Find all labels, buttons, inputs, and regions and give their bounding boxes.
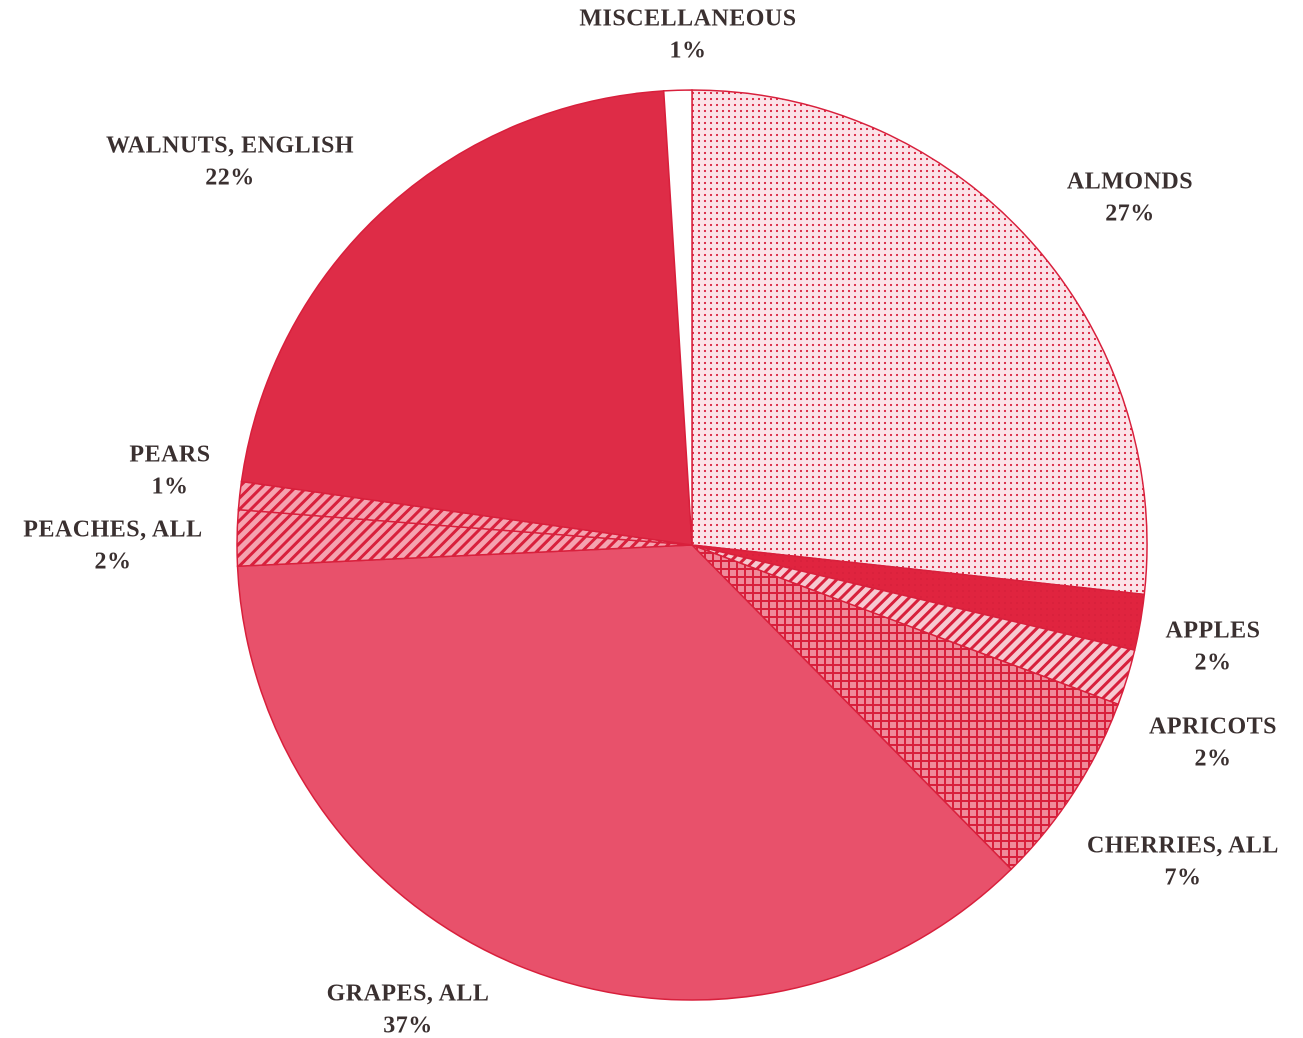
pie-slice-pattern	[237, 509, 692, 567]
slice-label: PEACHES, ALL	[23, 517, 202, 543]
slice-label: MISCELLANEOUS	[579, 6, 796, 32]
pie-slice-pattern	[692, 90, 1147, 595]
slice-value-label: 22%	[205, 165, 255, 191]
slice-label: ALMONDS	[1067, 169, 1193, 195]
slice-value-label: 1%	[152, 474, 189, 500]
slice-value-label: 2%	[1195, 650, 1232, 676]
pie-slice	[662, 89, 693, 546]
pie-slice	[236, 544, 1013, 1001]
slice-label: APRICOTS	[1149, 714, 1277, 740]
slice-value-label: 2%	[1195, 746, 1232, 772]
slice-label: WALNUTS, ENGLISH	[106, 133, 354, 159]
pie-slice	[240, 90, 693, 546]
slice-value-label: 1%	[670, 38, 707, 64]
pie-slice-pattern	[692, 545, 1135, 705]
pie-slice-pattern	[692, 545, 1119, 870]
slice-value-label: 27%	[1105, 201, 1155, 227]
slice-label: GRAPES, ALL	[327, 981, 490, 1007]
slice-value-label: 2%	[95, 549, 132, 575]
slice-value-label: 7%	[1165, 865, 1202, 891]
slice-value-label: 37%	[383, 1013, 433, 1038]
slice-label: CHERRIES, ALL	[1087, 833, 1279, 859]
slice-label: APPLES	[1165, 618, 1260, 644]
slice-label: PEARS	[129, 442, 210, 468]
